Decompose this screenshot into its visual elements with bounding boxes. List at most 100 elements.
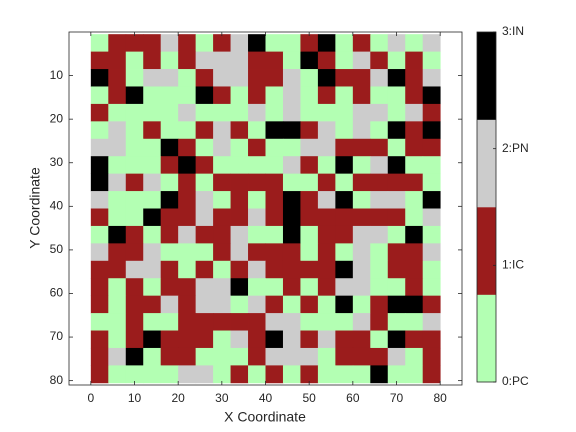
cell bbox=[125, 260, 144, 279]
cell bbox=[230, 260, 249, 279]
cell bbox=[160, 313, 179, 331]
cell bbox=[265, 86, 284, 105]
cell bbox=[370, 313, 389, 331]
cell bbox=[370, 156, 389, 175]
cell bbox=[108, 243, 127, 262]
cell bbox=[248, 156, 266, 175]
cell bbox=[335, 347, 354, 366]
cell bbox=[282, 156, 301, 175]
cell bbox=[282, 138, 301, 157]
cell bbox=[90, 69, 109, 87]
cell bbox=[387, 156, 406, 175]
cell bbox=[178, 295, 197, 314]
cell bbox=[405, 121, 424, 140]
cell bbox=[387, 225, 406, 244]
cell bbox=[178, 225, 197, 244]
cell bbox=[248, 313, 266, 331]
cell bbox=[143, 208, 162, 227]
cell bbox=[352, 121, 371, 140]
cell bbox=[352, 208, 371, 227]
cell bbox=[143, 156, 162, 175]
cell bbox=[335, 69, 354, 87]
cell bbox=[317, 69, 336, 87]
cell bbox=[195, 156, 214, 175]
cell bbox=[125, 51, 144, 70]
cell bbox=[405, 243, 424, 262]
cell bbox=[230, 51, 249, 70]
cell bbox=[405, 365, 424, 384]
cell bbox=[405, 347, 424, 366]
cell bbox=[108, 365, 127, 384]
cell bbox=[108, 191, 127, 209]
cell bbox=[90, 330, 109, 349]
cell bbox=[108, 34, 127, 53]
cell bbox=[248, 330, 266, 349]
cell bbox=[143, 260, 162, 279]
cell bbox=[335, 86, 354, 105]
colorbar-tick-label: 3:IN bbox=[502, 24, 524, 38]
cell bbox=[317, 103, 336, 122]
cell bbox=[90, 365, 109, 384]
cell bbox=[387, 260, 406, 279]
cell bbox=[213, 86, 231, 105]
cell bbox=[108, 69, 127, 87]
cell bbox=[108, 156, 127, 175]
cell bbox=[143, 243, 162, 262]
cell bbox=[248, 225, 266, 244]
cell bbox=[230, 330, 249, 349]
cell bbox=[213, 138, 231, 157]
cell bbox=[265, 365, 284, 384]
cell bbox=[300, 313, 319, 331]
cell bbox=[143, 295, 162, 314]
cell bbox=[405, 69, 424, 87]
cell bbox=[422, 138, 441, 157]
cell bbox=[317, 173, 336, 192]
cell bbox=[422, 313, 441, 331]
cell bbox=[282, 208, 301, 227]
cell bbox=[370, 347, 389, 366]
cell bbox=[370, 208, 389, 227]
cell bbox=[108, 121, 127, 140]
cell bbox=[370, 278, 389, 297]
cell bbox=[422, 121, 441, 140]
cell bbox=[405, 278, 424, 297]
colorbar-segment bbox=[477, 119, 496, 208]
cell bbox=[370, 69, 389, 87]
cell bbox=[160, 243, 179, 262]
cell bbox=[387, 191, 406, 209]
cell bbox=[300, 173, 319, 192]
cell bbox=[213, 121, 231, 140]
cell bbox=[125, 138, 144, 157]
cell bbox=[317, 225, 336, 244]
cell bbox=[90, 138, 109, 157]
cell bbox=[195, 138, 214, 157]
y-tick-label: 10 bbox=[50, 68, 64, 82]
cell bbox=[352, 156, 371, 175]
cell bbox=[143, 225, 162, 244]
cell bbox=[160, 34, 179, 53]
colorbar-box bbox=[476, 31, 497, 383]
cell bbox=[352, 173, 371, 192]
cell bbox=[335, 208, 354, 227]
cell bbox=[143, 191, 162, 209]
colorbar-tick-label: 0:PC bbox=[502, 374, 529, 388]
cell bbox=[143, 138, 162, 157]
cell bbox=[195, 330, 214, 349]
cell bbox=[160, 347, 179, 366]
x-tick-label: 70 bbox=[390, 391, 404, 405]
cell bbox=[143, 121, 162, 140]
cell bbox=[195, 313, 214, 331]
cell bbox=[160, 225, 179, 244]
cell bbox=[195, 121, 214, 140]
cell bbox=[422, 278, 441, 297]
cell bbox=[178, 34, 197, 53]
y-tick-label: 80 bbox=[50, 373, 64, 387]
cell bbox=[108, 295, 127, 314]
cell bbox=[195, 86, 214, 105]
x-tick-label: 80 bbox=[433, 391, 447, 405]
cell bbox=[248, 191, 266, 209]
cell bbox=[248, 34, 266, 53]
cell bbox=[317, 121, 336, 140]
cell bbox=[282, 103, 301, 122]
